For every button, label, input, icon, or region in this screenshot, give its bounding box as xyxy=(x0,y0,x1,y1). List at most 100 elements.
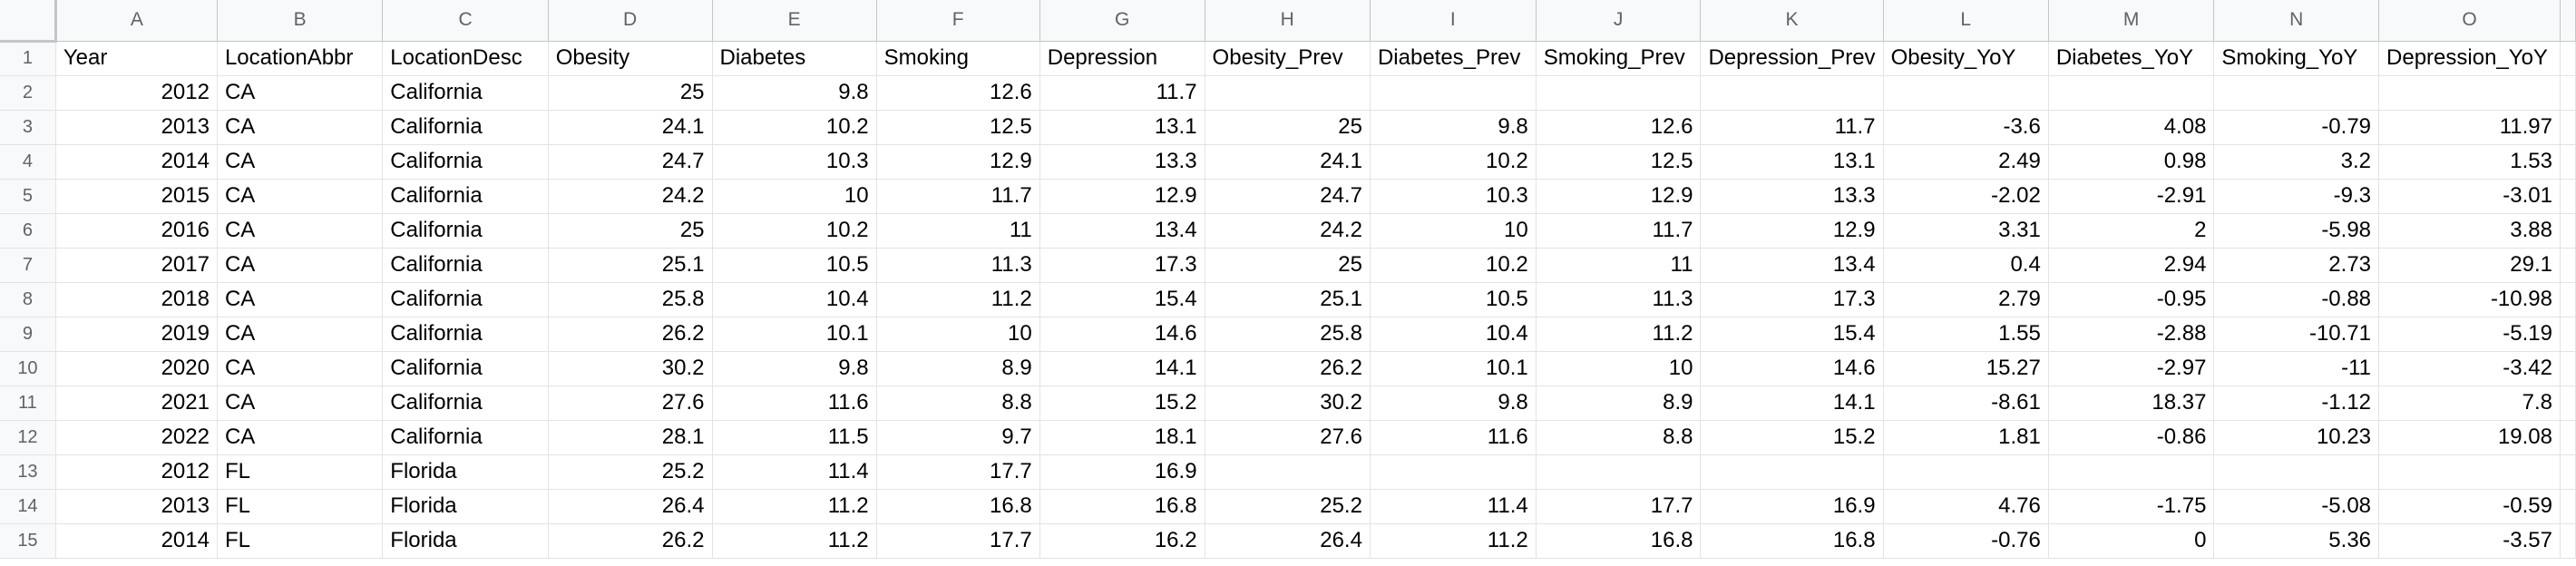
cell-smoking[interactable]: 11.2 xyxy=(876,282,1040,317)
row-number[interactable]: 7 xyxy=(0,248,56,283)
cell-obesity_prev[interactable]: 25.8 xyxy=(1205,317,1371,352)
cell-depression_prev[interactable]: 15.4 xyxy=(1700,317,1884,352)
cell-depression[interactable]: 16.8 xyxy=(1039,489,1205,524)
empty-cell[interactable] xyxy=(2560,523,2576,559)
cell-smoking_yoy[interactable]: 10.23 xyxy=(2213,420,2380,455)
cell-depression_prev[interactable] xyxy=(1700,75,1884,111)
empty-cell[interactable] xyxy=(2560,110,2576,145)
cell-depression_prev[interactable] xyxy=(1700,454,1884,490)
cell-depression[interactable]: 14.6 xyxy=(1039,317,1205,352)
column-letter-l[interactable]: L xyxy=(1883,0,2049,42)
header-cell-obesity_prev[interactable]: Obesity_Prev xyxy=(1205,41,1371,76)
cell-obesity_yoy[interactable]: -8.61 xyxy=(1883,385,2049,421)
cell-diabetes_prev[interactable]: 10.2 xyxy=(1370,248,1537,283)
cell-diabetes[interactable]: 11.2 xyxy=(712,489,877,524)
cell-depression_prev[interactable]: 13.4 xyxy=(1700,248,1884,283)
cell-depression[interactable]: 15.2 xyxy=(1039,385,1205,421)
header-cell-diabetes_prev[interactable]: Diabetes_Prev xyxy=(1370,41,1537,76)
cell-depression_yoy[interactable]: -3.57 xyxy=(2378,523,2561,559)
cell-depression_yoy[interactable] xyxy=(2378,454,2561,490)
cell-obesity_yoy[interactable]: 1.81 xyxy=(1883,420,2049,455)
cell-obesity[interactable]: 27.6 xyxy=(548,385,713,421)
cell-abbr[interactable]: FL xyxy=(217,454,384,490)
cell-smoking_prev[interactable]: 8.9 xyxy=(1536,385,1702,421)
cell-diabetes_yoy[interactable] xyxy=(2048,75,2215,111)
cell-smoking_yoy[interactable]: -1.12 xyxy=(2213,385,2380,421)
cell-year[interactable]: 2019 xyxy=(55,317,218,352)
cell-diabetes_prev[interactable]: 11.6 xyxy=(1370,420,1537,455)
cell-depression_yoy[interactable]: -5.19 xyxy=(2378,317,2561,352)
empty-cell[interactable] xyxy=(2560,385,2576,421)
header-cell-year[interactable]: Year xyxy=(55,41,218,76)
cell-diabetes[interactable]: 10 xyxy=(712,179,877,214)
cell-smoking_prev[interactable]: 11.7 xyxy=(1536,213,1702,249)
cell-obesity[interactable]: 25.8 xyxy=(548,282,713,317)
cell-smoking_prev[interactable]: 12.5 xyxy=(1536,144,1702,180)
cell-diabetes[interactable]: 11.4 xyxy=(712,454,877,490)
cell-desc[interactable]: Florida xyxy=(382,489,549,524)
cell-smoking_prev[interactable]: 12.6 xyxy=(1536,110,1702,145)
empty-cell[interactable] xyxy=(2560,282,2576,317)
cell-diabetes[interactable]: 9.8 xyxy=(712,75,877,111)
cell-depression[interactable]: 13.3 xyxy=(1039,144,1205,180)
cell-year[interactable]: 2016 xyxy=(55,213,218,249)
cell-diabetes_yoy[interactable]: 18.37 xyxy=(2048,385,2215,421)
cell-obesity_prev[interactable]: 25.1 xyxy=(1205,282,1371,317)
cell-depression_yoy[interactable]: 11.97 xyxy=(2378,110,2561,145)
cell-depression[interactable]: 14.1 xyxy=(1039,351,1205,386)
cell-abbr[interactable]: CA xyxy=(217,385,384,421)
column-letter-h[interactable]: H xyxy=(1205,0,1371,42)
cell-depression[interactable]: 15.4 xyxy=(1039,282,1205,317)
cell-diabetes[interactable]: 9.8 xyxy=(712,351,877,386)
cell-depression_prev[interactable]: 16.9 xyxy=(1700,489,1884,524)
cell-smoking[interactable]: 12.9 xyxy=(876,144,1040,180)
cell-smoking_yoy[interactable]: -5.98 xyxy=(2213,213,2380,249)
cell-obesity_prev[interactable]: 25 xyxy=(1205,248,1371,283)
cell-smoking_yoy[interactable]: 5.36 xyxy=(2213,523,2380,559)
empty-cell[interactable] xyxy=(2560,144,2576,180)
cell-diabetes_prev[interactable]: 10.4 xyxy=(1370,317,1537,352)
cell-obesity_prev[interactable] xyxy=(1205,75,1371,111)
row-number[interactable]: 5 xyxy=(0,179,56,214)
cell-obesity_yoy[interactable]: 2.49 xyxy=(1883,144,2049,180)
cell-smoking_yoy[interactable]: -0.88 xyxy=(2213,282,2380,317)
cell-depression[interactable]: 16.2 xyxy=(1039,523,1205,559)
cell-diabetes_yoy[interactable] xyxy=(2048,454,2215,490)
column-letter-e[interactable]: E xyxy=(712,0,877,42)
cell-depression_prev[interactable]: 14.6 xyxy=(1700,351,1884,386)
cell-smoking_prev[interactable]: 11 xyxy=(1536,248,1702,283)
header-cell-smoking_yoy[interactable]: Smoking_YoY xyxy=(2213,41,2380,76)
header-cell-diabetes[interactable]: Diabetes xyxy=(712,41,877,76)
empty-cell[interactable] xyxy=(2560,351,2576,386)
cell-smoking_yoy[interactable] xyxy=(2213,454,2380,490)
cell-smoking_prev[interactable]: 12.9 xyxy=(1536,179,1702,214)
cell-diabetes[interactable]: 10.1 xyxy=(712,317,877,352)
cell-diabetes_prev[interactable]: 10.2 xyxy=(1370,144,1537,180)
cell-diabetes[interactable]: 11.5 xyxy=(712,420,877,455)
cell-smoking_yoy[interactable]: -11 xyxy=(2213,351,2380,386)
select-all-corner[interactable] xyxy=(0,0,57,43)
empty-cell[interactable] xyxy=(2560,454,2576,490)
cell-diabetes_yoy[interactable]: 2.94 xyxy=(2048,248,2215,283)
row-number[interactable]: 3 xyxy=(0,110,56,145)
cell-smoking_prev[interactable]: 11.2 xyxy=(1536,317,1702,352)
cell-diabetes_yoy[interactable]: 4.08 xyxy=(2048,110,2215,145)
cell-obesity_prev[interactable]: 24.7 xyxy=(1205,179,1371,214)
cell-diabetes_yoy[interactable]: -2.91 xyxy=(2048,179,2215,214)
cell-abbr[interactable]: CA xyxy=(217,75,384,111)
cell-diabetes[interactable]: 11.2 xyxy=(712,523,877,559)
row-number[interactable]: 4 xyxy=(0,144,56,180)
empty-cell[interactable] xyxy=(2560,317,2576,352)
cell-diabetes_prev[interactable]: 10.5 xyxy=(1370,282,1537,317)
row-number[interactable]: 8 xyxy=(0,282,56,317)
cell-diabetes_yoy[interactable]: 0 xyxy=(2048,523,2215,559)
column-letter-a[interactable]: A xyxy=(55,0,218,42)
cell-desc[interactable]: California xyxy=(382,317,549,352)
cell-desc[interactable]: California xyxy=(382,420,549,455)
cell-smoking[interactable]: 16.8 xyxy=(876,489,1040,524)
header-cell-desc[interactable]: LocationDesc xyxy=(382,41,549,76)
cell-abbr[interactable]: CA xyxy=(217,110,384,145)
cell-diabetes_yoy[interactable]: 2 xyxy=(2048,213,2215,249)
cell-depression[interactable]: 11.7 xyxy=(1039,75,1205,111)
cell-obesity_prev[interactable]: 26.4 xyxy=(1205,523,1371,559)
